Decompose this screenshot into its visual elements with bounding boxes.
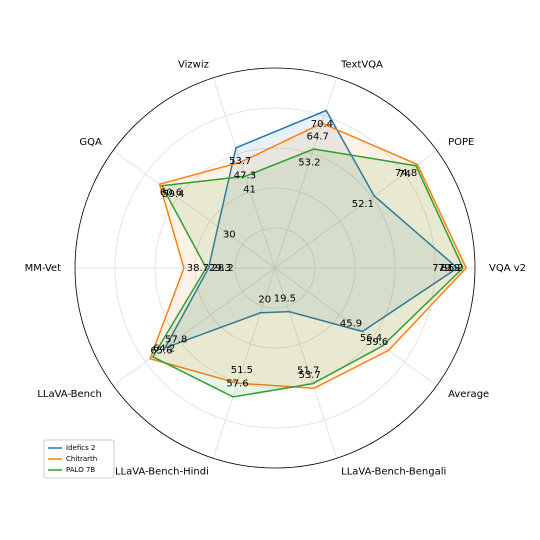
- value-label: 70.4: [311, 119, 333, 130]
- value-label: 29.3: [209, 263, 231, 274]
- value-label: 65.6: [150, 345, 172, 356]
- axis-label: TextVQA: [340, 59, 383, 70]
- spoke: [274, 150, 438, 269]
- value-label: 59.4: [162, 189, 184, 200]
- spoke: [112, 267, 276, 386]
- value-label: 57.6: [226, 379, 248, 390]
- value-label: 45.9: [340, 318, 362, 329]
- value-label: 57.8: [165, 335, 187, 346]
- value-label: 41: [243, 185, 256, 196]
- value-label: 53.7: [299, 370, 321, 381]
- value-label: 30: [223, 230, 236, 241]
- value-label: 60.6: [160, 187, 182, 198]
- series-area: [149, 122, 467, 389]
- value-label: 52.1: [352, 199, 374, 210]
- value-label: 38.7: [187, 263, 209, 274]
- value-label: 77.5: [432, 263, 454, 274]
- value-label: 74.8: [395, 168, 417, 179]
- spoke: [274, 267, 438, 386]
- value-label: 19.5: [274, 293, 296, 304]
- legend-frame: [43, 439, 115, 479]
- axis-label: Vizwiz: [178, 59, 209, 70]
- legend-label: Idefics 2: [66, 444, 95, 452]
- value-label: 64.2: [153, 344, 175, 355]
- value-label: 28.2: [212, 263, 234, 274]
- spoke: [274, 77, 338, 269]
- value-label: 74: [398, 169, 411, 180]
- frame: [74, 67, 476, 469]
- value-label: 53.2: [298, 157, 320, 168]
- axis-label: LLaVA-Bench-Hindi: [115, 467, 209, 478]
- axis-label: VQA v2: [489, 263, 526, 274]
- value-label: 51.7: [297, 365, 319, 376]
- legend: Idefics 2 Chitrarth PALO 7B: [43, 439, 115, 479]
- value-label: 64.7: [307, 132, 329, 143]
- axis-label: LLaVA-Bench: [37, 389, 102, 400]
- value-label: 53.7: [229, 156, 251, 167]
- series-area: [163, 109, 459, 350]
- series-area: [151, 148, 464, 398]
- axis-label: Average: [448, 389, 489, 400]
- spoke: [274, 267, 338, 459]
- spoke: [212, 267, 276, 459]
- value-label: 20: [258, 294, 271, 305]
- value-label: 81.2: [441, 263, 463, 274]
- legend-label: Chitrarth: [66, 455, 97, 463]
- spoke: [212, 77, 276, 269]
- value-label: 79.9: [438, 263, 460, 274]
- axis-label: MM-Vet: [25, 263, 61, 274]
- spoke: [112, 150, 276, 269]
- value-label: 51.5: [231, 365, 253, 376]
- value-label: 56.4: [360, 333, 382, 344]
- axis-label: LLaVA-Bench-Bengali: [341, 467, 446, 478]
- axis-label: POPE: [448, 137, 474, 148]
- value-label: 47.3: [234, 170, 256, 181]
- legend-label: PALO 7B: [66, 466, 95, 474]
- value-label: 59.6: [366, 337, 388, 348]
- axis-label: GQA: [79, 137, 102, 148]
